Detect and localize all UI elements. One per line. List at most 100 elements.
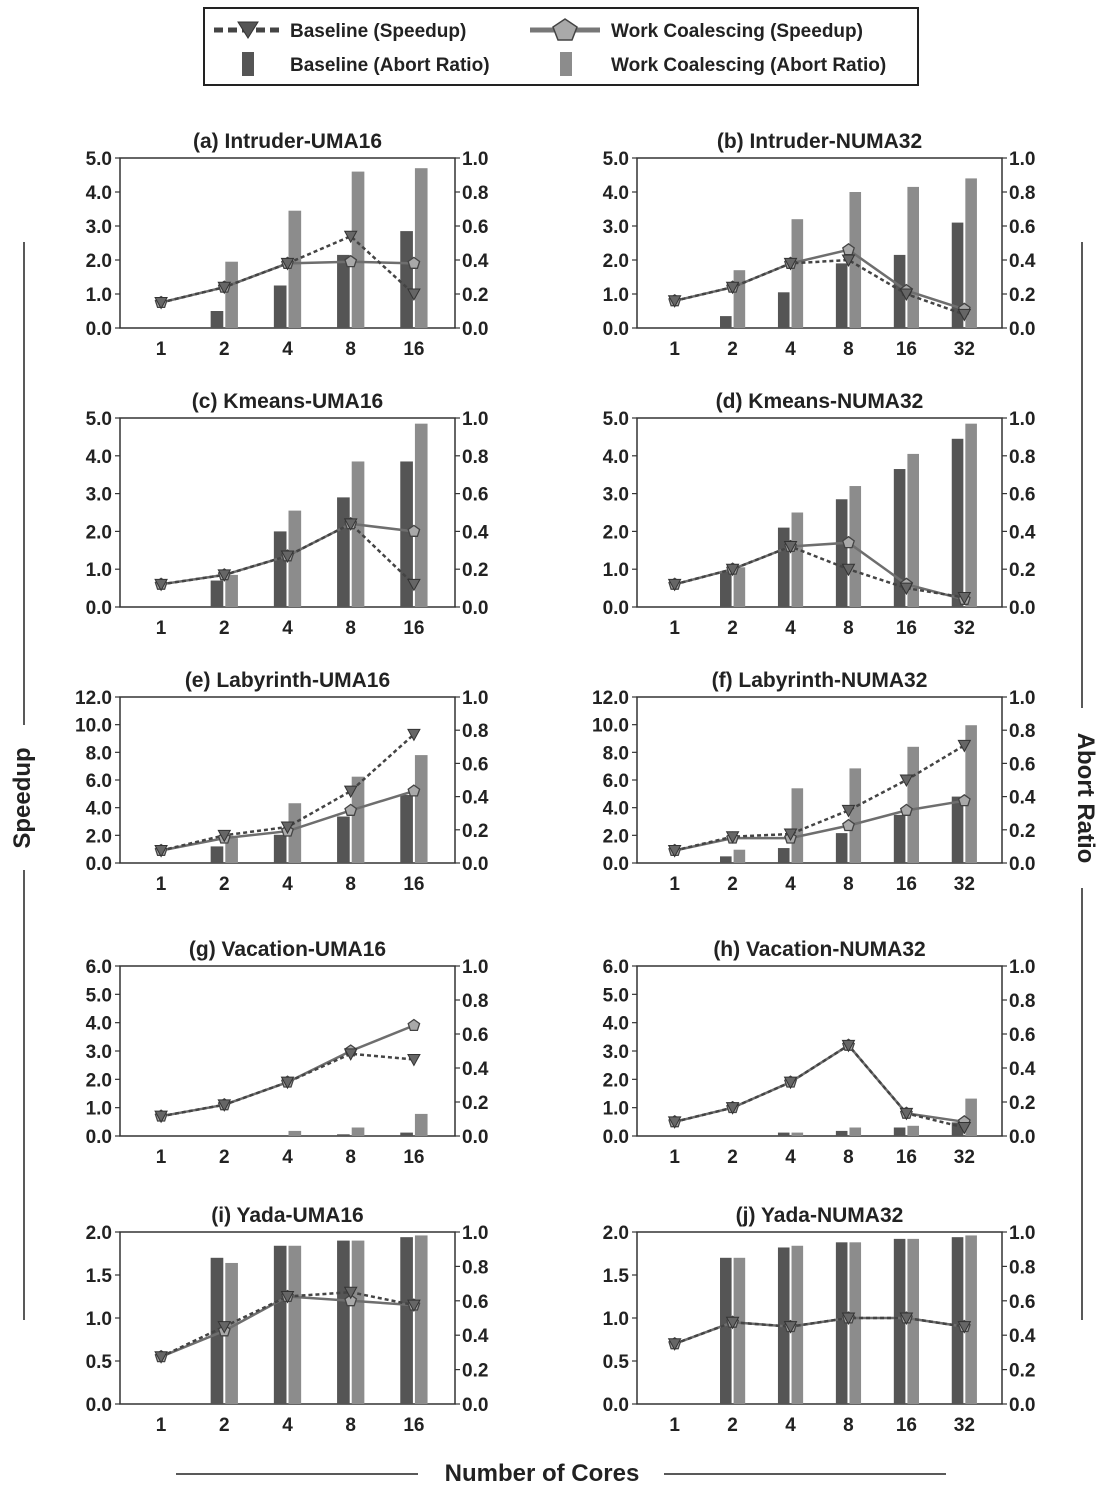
right-tick-label: 0.6 [462,1292,488,1313]
left-tick-label: 1.5 [603,1266,630,1287]
baseline-abort-bar [951,1237,964,1404]
x-tick-label: 2 [219,874,230,895]
coalescing-abort-bar [414,1235,428,1404]
coalescing-abort-bar [791,1132,804,1136]
legend-baseline-abort-swatch [242,52,254,76]
left-tick-label: 10.0 [75,716,112,737]
panel-9: (i) Yada-UMA16 0.0 0.5 1.0 1.5 2.0 0.0 0.2 0.4 0.… [86,1204,489,1436]
coalescing-speedup-point [407,256,421,269]
coalescing-abort-bar [414,755,428,863]
baseline-speedup-point [899,1107,914,1121]
x-tick-label: 4 [785,1147,796,1168]
panel-title: (f) Labyrinth-NUMA32 [712,669,928,692]
baseline-abort-bar [210,580,224,607]
x-tick-label: 8 [843,1147,854,1168]
left-tick-label: 0.0 [86,319,112,340]
left-tick-label: 2.0 [603,251,629,272]
x-tick-label: 1 [156,1147,167,1168]
x-tick-label: 16 [403,1147,424,1168]
right-tick-label: 0.0 [462,319,488,340]
coalescing-abort-bar [351,776,365,863]
baseline-abort-bar [210,311,224,328]
left-tick-label: 1.0 [86,1099,112,1120]
right-tick-label: 0.2 [462,1361,488,1382]
baseline-speedup-line [160,234,415,304]
right-tick-label: 0.0 [462,1395,488,1416]
coalescing-speedup-point [407,524,421,537]
left-tick-label: 3.0 [86,217,112,238]
right-tick-label: 1.0 [462,149,488,170]
coalescing-abort-bar [288,210,302,328]
x-tick-label: 8 [345,874,356,895]
panel-10: (j) Yada-NUMA32 0.0 0.5 1.0 1.5 2.0 0.0 0.2 0.4 0… [603,1204,1036,1436]
right-tick-label: 0.0 [1009,598,1035,619]
x-tick-label: 1 [156,874,167,895]
coalescing-speedup-point [957,793,971,807]
panel-2: (b) Intruder-NUMA32 0.0 1.0 2.0 3.0 4.0 5.0 0.0… [603,130,1036,360]
x-tick-label: 32 [954,1415,975,1436]
left-tick-label: 10.0 [592,716,629,737]
x-tick-label: 4 [282,1147,293,1168]
x-tick-label: 8 [345,1147,356,1168]
right-tick-label: 0.8 [462,447,488,468]
baseline-speedup-point [957,739,972,753]
left-tick-label: 4.0 [603,1014,629,1035]
x-tick-label: 4 [785,874,796,895]
left-tick-label: 4.0 [86,447,112,468]
left-tick-label: 1.0 [86,285,112,306]
right-tick-label: 1.0 [1009,409,1035,430]
left-tick-label: 2.0 [603,522,629,543]
right-tick-label: 0.4 [1009,1326,1036,1347]
left-tick-label: 12.0 [75,688,112,709]
left-tick-label: 3.0 [603,1042,629,1063]
right-tick-label: 0.6 [462,485,488,506]
baseline-abort-bar [273,1245,287,1404]
baseline-abort-bar [337,1134,350,1136]
left-tick-label: 3.0 [603,485,629,506]
left-tick-label: 0.0 [86,598,112,619]
baseline-speedup-line [674,744,965,852]
coalescing-abort-bar [351,461,365,607]
x-tick-label: 2 [219,1147,230,1168]
x-tick-label: 16 [403,618,424,639]
baseline-abort-bar [835,1242,848,1404]
baseline-speedup-point [343,230,358,244]
legend: Baseline (Speedup) Work Coalescing (Spee… [203,7,919,86]
baseline-abort-bar [893,1238,906,1404]
panel-4: (d) Kmeans-NUMA32 0.0 1.0 2.0 3.0 4.0 5.0 0.0 0.… [603,390,1036,639]
baseline-abort-bar [893,469,906,607]
baseline-speedup-point [217,281,232,295]
left-tick-label: 2.0 [86,1223,112,1244]
coalescing-abort-bar [288,1245,302,1404]
right-tick-label: 0.8 [462,183,488,204]
baseline-speedup-point [343,1286,358,1300]
baseline-speedup-point [783,1076,798,1090]
left-tick-label: 0.5 [603,1352,630,1373]
right-tick-label: 0.6 [1009,485,1035,506]
baseline-speedup-point [280,1291,295,1304]
baseline-speedup-point [343,785,358,799]
left-tick-label: 4.0 [603,447,629,468]
coalescing-abort-bar [849,768,862,863]
baseline-speedup-line [160,1052,415,1118]
right-tick-label: 0.4 [462,1059,489,1080]
left-tick-label: 0.0 [603,1127,629,1148]
x-tick-label: 4 [282,618,293,639]
left-tick-label: 6.0 [603,771,629,792]
coalescing-abort-bar [733,270,746,328]
x-tick-label: 1 [669,1147,680,1168]
baseline-speedup-point [899,288,914,302]
legend-baseline-speedup-label: Baseline (Speedup) [290,21,466,42]
baseline-speedup-point [899,582,914,596]
baseline-speedup-point [957,1321,972,1334]
legend-coalescing-speedup-marker [552,18,578,41]
coalescing-abort-bar [965,1235,977,1404]
x-tick-label: 16 [896,1415,917,1436]
right-tick-label: 0.8 [1009,991,1035,1012]
right-tick-label: 1.0 [462,688,488,709]
panel-5: (e) Labyrinth-UMA160.02.04.06.08.010.012… [75,669,489,895]
baseline-speedup-point [280,550,295,564]
baseline-speedup-point [783,541,798,554]
left-tick-label: 5.0 [603,149,629,170]
coalescing-abort-bar [791,512,804,607]
